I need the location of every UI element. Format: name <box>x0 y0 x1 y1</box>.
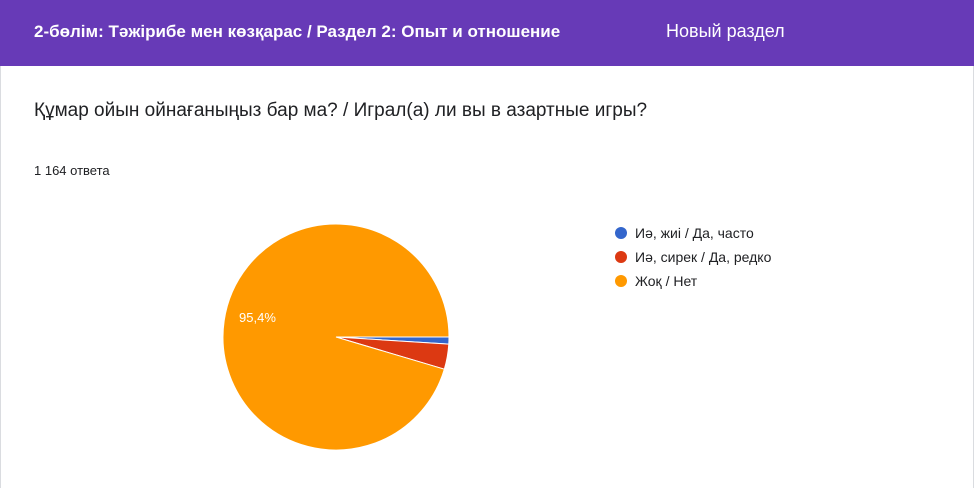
legend-label-no: Жоқ / Нет <box>635 273 698 289</box>
response-count: 1 164 ответа <box>34 163 110 178</box>
legend-item-often[interactable]: Иә, жиі / Да, часто <box>615 221 771 245</box>
section-subtitle: Новый раздел <box>666 21 785 41</box>
section-title: 2-бөлім: Тәжірибе мен көзқарас / Раздел … <box>34 22 561 41</box>
pie-data-label: 95,4% <box>239 310 276 325</box>
legend-label-often: Иә, жиі / Да, часто <box>635 225 754 241</box>
legend-swatch-often <box>615 227 627 239</box>
legend-item-rarely[interactable]: Иә, сирек / Да, редко <box>615 245 771 269</box>
legend-item-no[interactable]: Жоқ / Нет <box>615 269 771 293</box>
chart-legend: Иә, жиі / Да, часто Иә, сирек / Да, редк… <box>615 221 771 293</box>
legend-swatch-no <box>615 275 627 287</box>
legend-label-rarely: Иә, сирек / Да, редко <box>635 249 772 265</box>
question-title: Құмар ойын ойнағаныңыз бар ма? / Играл(а… <box>34 100 648 121</box>
section-header: 2-бөлім: Тәжірибе мен көзқарас / Раздел … <box>0 0 974 66</box>
legend-swatch-rarely <box>615 251 627 263</box>
pie-slice-no[interactable] <box>222 223 450 451</box>
question-card <box>0 66 974 488</box>
